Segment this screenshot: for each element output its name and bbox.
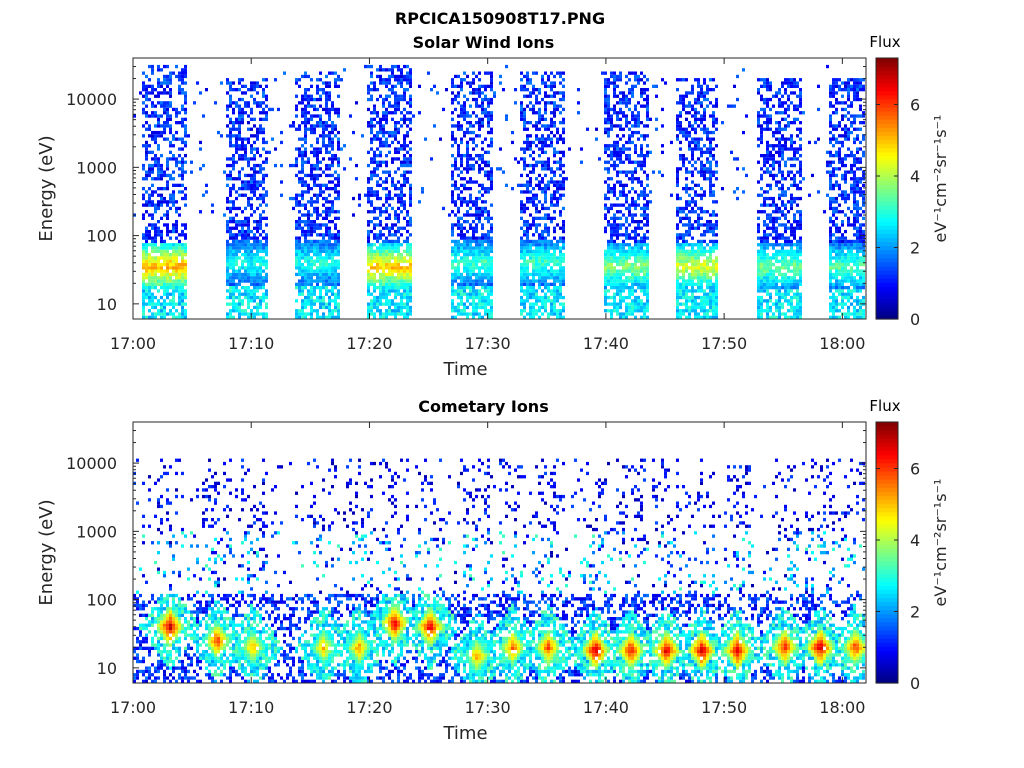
colorbar-tick-label: 2 (910, 602, 920, 621)
colorbar-tick-label: 2 (910, 238, 920, 257)
y-tick-label: 10000 (66, 90, 117, 109)
heatmap-cells (133, 458, 865, 683)
y-tick-label: 10000 (66, 454, 117, 473)
y-axis-label: Energy (eV) (36, 499, 57, 605)
y-tick-label: 10 (97, 659, 117, 678)
colorbar: 0 2 4 6 Flux eV⁻¹cm⁻²sr⁻¹s⁻¹ (869, 397, 950, 693)
colorbar-tick-label: 4 (910, 167, 920, 186)
y-tick-label: 1000 (76, 158, 117, 177)
panel-title: Solar Wind Ions (413, 33, 555, 52)
cometary-panel: Cometary Ions 17:00 17:10 17:20 17:30 17:40 17… (36, 397, 950, 744)
heatmap-cells (133, 64, 865, 319)
x-tick-label: 17:40 (583, 334, 629, 353)
colorbar-label: eV⁻¹cm⁻²sr⁻¹s⁻¹ (931, 479, 950, 607)
x-tick-label: 17:50 (701, 698, 747, 717)
colorbar-label: eV⁻¹cm⁻²sr⁻¹s⁻¹ (931, 115, 950, 243)
colorbar-tick-label: 4 (910, 531, 920, 550)
y-tick-label: 100 (86, 227, 117, 246)
y-tick-label: 1000 (76, 522, 117, 541)
x-axis-label: Time (442, 359, 487, 380)
x-tick-label: 17:20 (346, 698, 392, 717)
x-tick-label: 17:40 (583, 698, 629, 717)
colorbar-tick-label: 6 (910, 459, 920, 478)
x-axis-label: Time (442, 723, 487, 744)
x-tick-label: 17:20 (346, 334, 392, 353)
colorbar-title: Flux (869, 33, 900, 51)
figure-title: RPCICA150908T17.PNG (395, 9, 605, 28)
solar-wind-panel: Solar Wind Ions 17:00 17:10 17:20 17:30 17:40… (36, 33, 950, 380)
x-tick-label: 18:00 (819, 334, 865, 353)
x-tick-label: 17:30 (465, 334, 511, 353)
colorbar-title: Flux (869, 397, 900, 415)
plot-frame (132, 421, 867, 684)
y-tick-label: 10 (97, 295, 117, 314)
colorbar-tick-label: 0 (910, 674, 920, 693)
panel-title: Cometary Ions (418, 397, 548, 416)
colorbar-tick-label: 6 (910, 95, 920, 114)
y-axis-label: Energy (eV) (36, 135, 57, 241)
x-tick-label: 17:00 (110, 698, 156, 717)
x-tick-label: 17:00 (110, 334, 156, 353)
colorbar: 0 2 4 6 Flux eV⁻¹cm⁻²sr⁻¹s⁻¹ (869, 33, 950, 329)
plot-frame (132, 57, 867, 320)
x-tick-label: 18:00 (819, 698, 865, 717)
y-tick-label: 100 (86, 591, 117, 610)
colorbar-tick-label: 0 (910, 310, 920, 329)
x-tick-label: 17:50 (701, 334, 747, 353)
x-tick-label: 17:10 (228, 698, 274, 717)
x-tick-label: 17:10 (228, 334, 274, 353)
x-tick-label: 17:30 (465, 698, 511, 717)
